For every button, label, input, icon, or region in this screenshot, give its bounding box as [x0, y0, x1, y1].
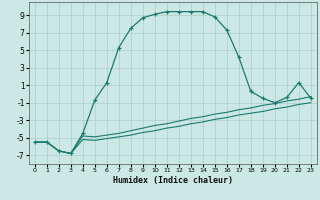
- X-axis label: Humidex (Indice chaleur): Humidex (Indice chaleur): [113, 176, 233, 185]
